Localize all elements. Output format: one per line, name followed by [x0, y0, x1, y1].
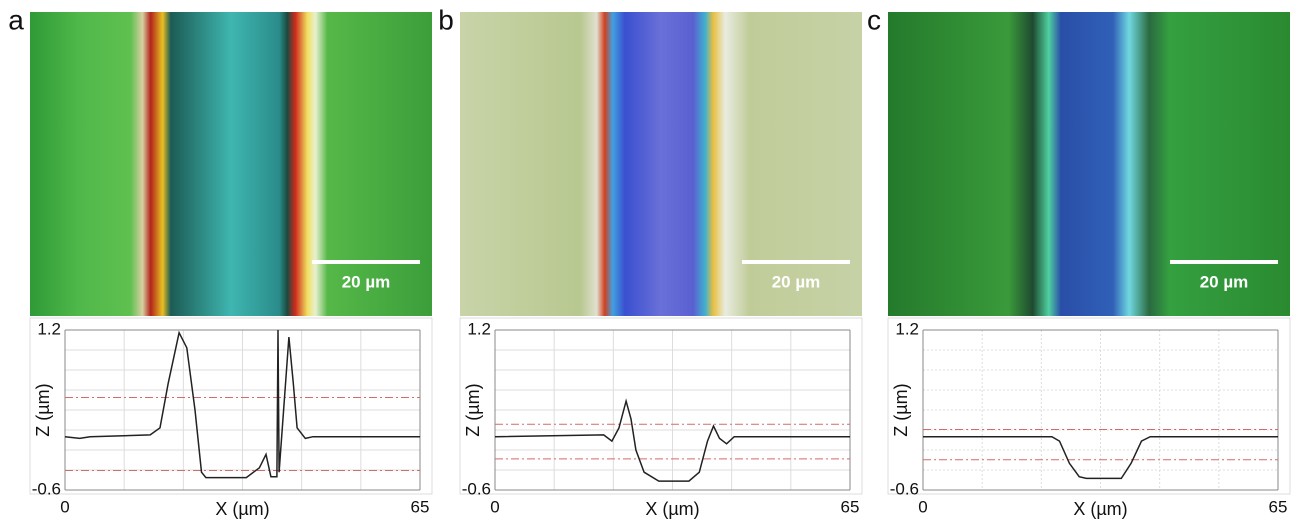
scale-bar-label: 20 µm	[342, 272, 391, 291]
y-tick-label: -0.6	[462, 479, 491, 498]
y-tick-label: -0.6	[32, 479, 61, 498]
x-tick-label: 65	[1269, 497, 1288, 516]
micrograph	[460, 12, 862, 316]
plot-panel	[459, 317, 863, 495]
micrograph	[30, 12, 432, 316]
x-axis-label: X (µm)	[215, 499, 269, 519]
panel-label: a	[8, 4, 24, 35]
profile-line	[64, 329, 420, 479]
x-axis-label: X (µm)	[645, 499, 699, 519]
profile-line	[494, 398, 850, 482]
scale-bar-label: 20 µm	[772, 272, 821, 291]
panel-label: c	[867, 4, 881, 35]
profile-line	[923, 435, 1278, 480]
y-tick-label: -0.6	[890, 479, 919, 498]
x-tick-label: 65	[841, 497, 860, 516]
x-tick-label: 0	[60, 497, 69, 516]
y-tick-label: 1.2	[467, 319, 491, 338]
plot-panel	[29, 317, 433, 495]
y-tick-label: 1.2	[37, 319, 61, 338]
plot-panel	[887, 317, 1291, 495]
x-axis-label: X (µm)	[1073, 499, 1127, 519]
y-tick-label: 1.2	[895, 319, 919, 338]
y-axis-label: Z (µm)	[891, 383, 911, 436]
x-tick-label: 65	[411, 497, 430, 516]
scale-bar-label: 20 µm	[1200, 272, 1249, 291]
y-axis-label: Z (µm)	[463, 383, 483, 436]
micrograph	[888, 12, 1290, 316]
x-tick-label: 0	[490, 497, 499, 516]
x-tick-label: 0	[918, 497, 927, 516]
panel-label: b	[438, 4, 454, 35]
y-axis-label: Z (µm)	[33, 383, 53, 436]
